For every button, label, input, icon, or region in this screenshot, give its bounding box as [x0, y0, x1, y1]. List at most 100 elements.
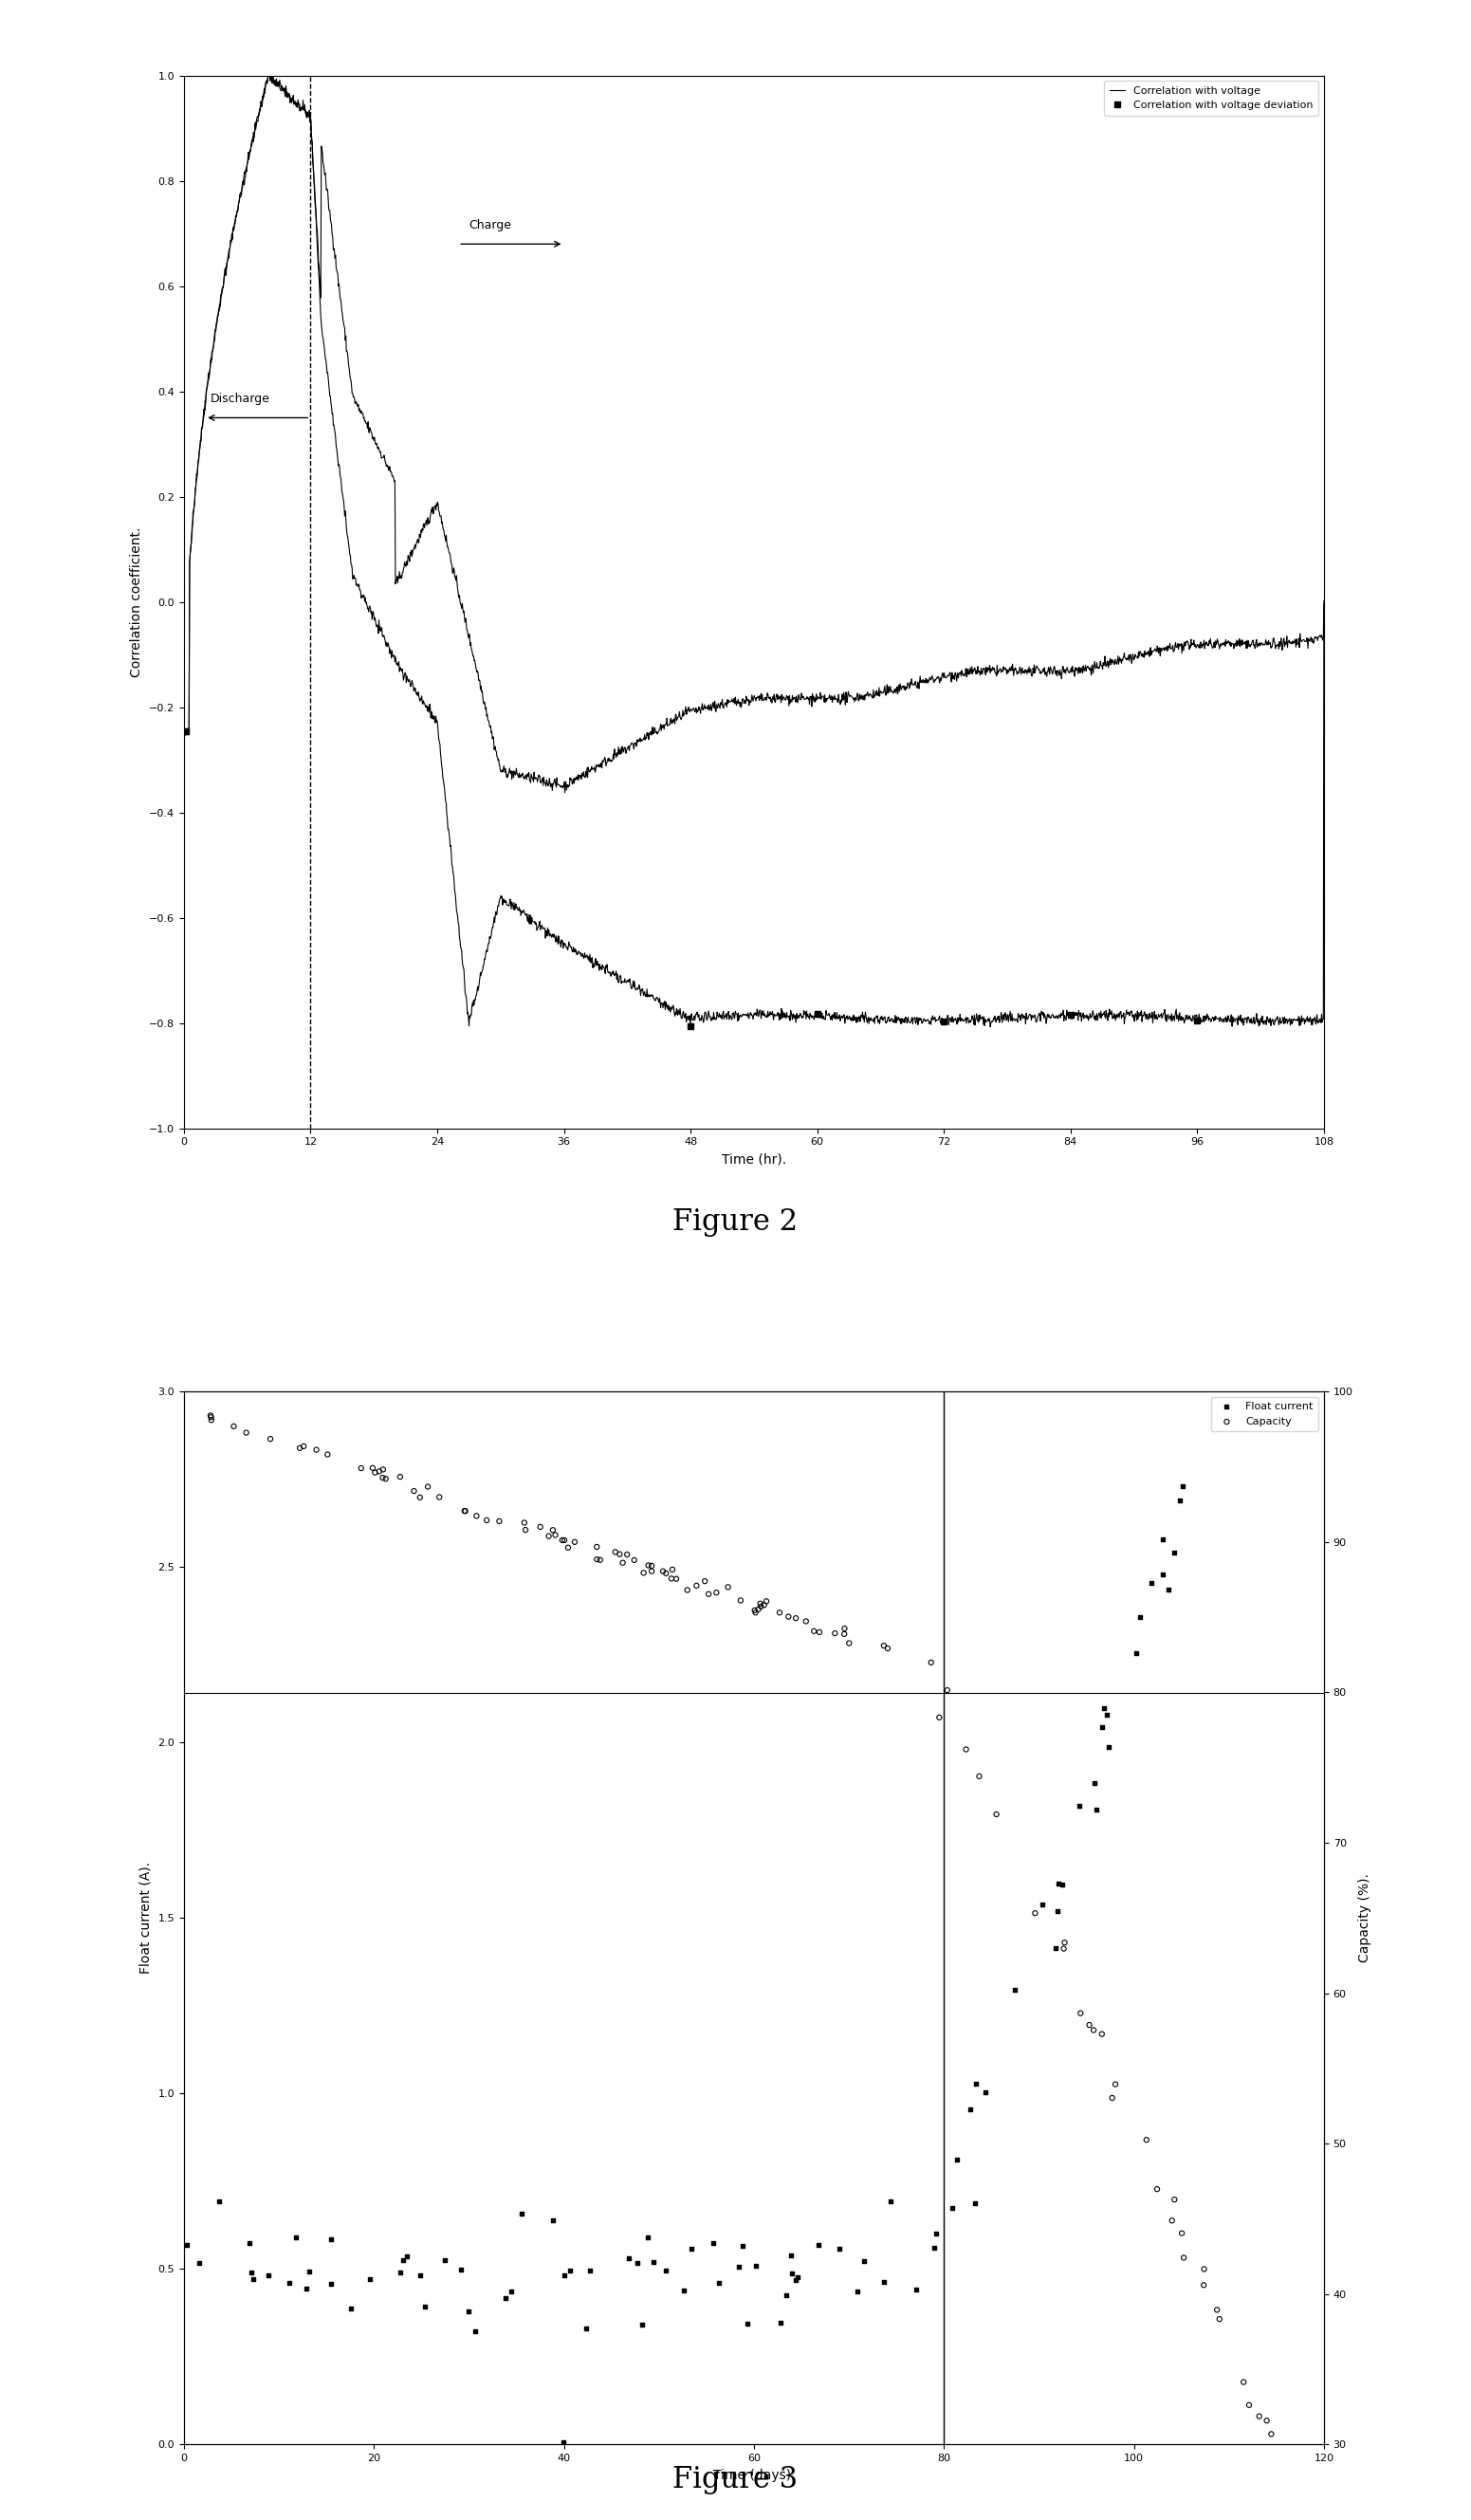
Capacity — [744, 1593, 768, 1633]
Capacity — [705, 1572, 728, 1613]
Capacity — [659, 1557, 683, 1598]
Correlation with voltage — [700, 696, 718, 726]
Capacity — [1052, 1928, 1075, 1968]
Float current — [1168, 1482, 1192, 1522]
Float current — [784, 2260, 808, 2301]
Capacity — [794, 1600, 818, 1641]
Capacity — [556, 1527, 580, 1567]
Float current — [463, 2311, 487, 2351]
Float current — [175, 2225, 199, 2265]
Capacity — [743, 1590, 766, 1630]
Capacity — [407, 1477, 431, 1517]
Capacity — [752, 1585, 775, 1625]
Float current — [808, 2225, 831, 2265]
Float current — [574, 2308, 597, 2349]
Capacity — [755, 1580, 778, 1620]
Float current — [1171, 1467, 1194, 1507]
Float current — [655, 2250, 678, 2291]
Capacity — [199, 1396, 222, 1436]
Float current — [319, 2263, 343, 2303]
Capacity — [1100, 2079, 1124, 2119]
Correlation with voltage — [175, 718, 193, 748]
Capacity — [428, 1477, 452, 1517]
Capacity — [1237, 2384, 1261, 2424]
Float current — [432, 2240, 456, 2281]
Capacity — [1169, 2213, 1193, 2253]
Float current — [413, 2286, 437, 2326]
Capacity — [784, 1598, 808, 1638]
Correlation with voltage — [1074, 658, 1091, 688]
Legend: Float current, Capacity: Float current, Capacity — [1211, 1396, 1318, 1431]
Float current — [238, 2223, 262, 2263]
Float current — [708, 2263, 731, 2303]
X-axis label: Time (days).: Time (days). — [713, 2470, 794, 2482]
Float current — [786, 2258, 809, 2298]
Float current — [409, 2255, 432, 2296]
Capacity — [622, 1540, 646, 1580]
Capacity — [316, 1434, 340, 1474]
Text: Charge: Charge — [469, 219, 512, 232]
Float current — [780, 2235, 803, 2276]
Float current — [727, 2245, 750, 2286]
Capacity — [1090, 2013, 1114, 2054]
Float current — [1162, 1532, 1186, 1572]
Line: Correlation with voltage: Correlation with voltage — [184, 76, 1324, 794]
Float current — [974, 2071, 997, 2112]
Float current — [1096, 1696, 1119, 1736]
Float current — [905, 2271, 928, 2311]
Capacity — [919, 1643, 943, 1683]
Float current — [456, 2291, 480, 2331]
Float current — [284, 2218, 307, 2258]
Capacity — [360, 1449, 384, 1489]
Float current — [958, 2089, 981, 2129]
Float current — [641, 2243, 665, 2283]
Capacity — [808, 1613, 831, 1653]
Capacity — [802, 1610, 825, 1651]
Capacity — [875, 1628, 899, 1668]
Float current — [1150, 1520, 1174, 1560]
Capacity — [615, 1535, 638, 1575]
Float current — [1093, 1688, 1116, 1729]
Capacity — [655, 1552, 678, 1593]
Capacity — [453, 1492, 477, 1532]
Capacity — [588, 1540, 612, 1580]
Capacity — [1192, 2265, 1215, 2306]
Capacity — [1024, 1893, 1047, 1933]
Capacity — [652, 1552, 675, 1593]
Float current — [319, 2220, 343, 2260]
Capacity — [199, 1396, 222, 1436]
Correlation with voltage — [1283, 627, 1300, 658]
Capacity — [291, 1426, 315, 1467]
Float current — [578, 2250, 602, 2291]
Capacity — [585, 1540, 609, 1580]
Capacity — [660, 1550, 684, 1590]
Float current — [297, 2250, 321, 2291]
Float current — [1083, 1761, 1106, 1802]
Capacity — [465, 1497, 488, 1537]
Capacity — [955, 1729, 978, 1769]
Capacity — [633, 1552, 656, 1593]
Capacity — [693, 1560, 716, 1600]
Float current — [1140, 1562, 1164, 1603]
Float current — [394, 2235, 418, 2276]
Float current — [1124, 1633, 1147, 1673]
Float current — [964, 2182, 987, 2223]
Float current — [736, 2303, 759, 2344]
Capacity — [833, 1608, 856, 1648]
Float current — [278, 2263, 302, 2303]
Float current — [559, 2250, 583, 2291]
Capacity — [637, 1545, 660, 1585]
Float current — [1050, 1865, 1074, 1905]
Capacity — [1193, 2248, 1217, 2288]
Float current — [1030, 1885, 1053, 1925]
Capacity — [475, 1499, 499, 1540]
Correlation with voltage — [1283, 627, 1300, 658]
Capacity — [1081, 2011, 1105, 2051]
Float current — [1046, 1890, 1069, 1930]
Capacity — [640, 1545, 663, 1585]
Correlation with voltage — [234, 174, 252, 204]
Float current — [494, 2278, 518, 2318]
Float current — [852, 2240, 875, 2281]
Float current — [872, 2263, 896, 2303]
X-axis label: Time (hr).: Time (hr). — [722, 1152, 786, 1167]
